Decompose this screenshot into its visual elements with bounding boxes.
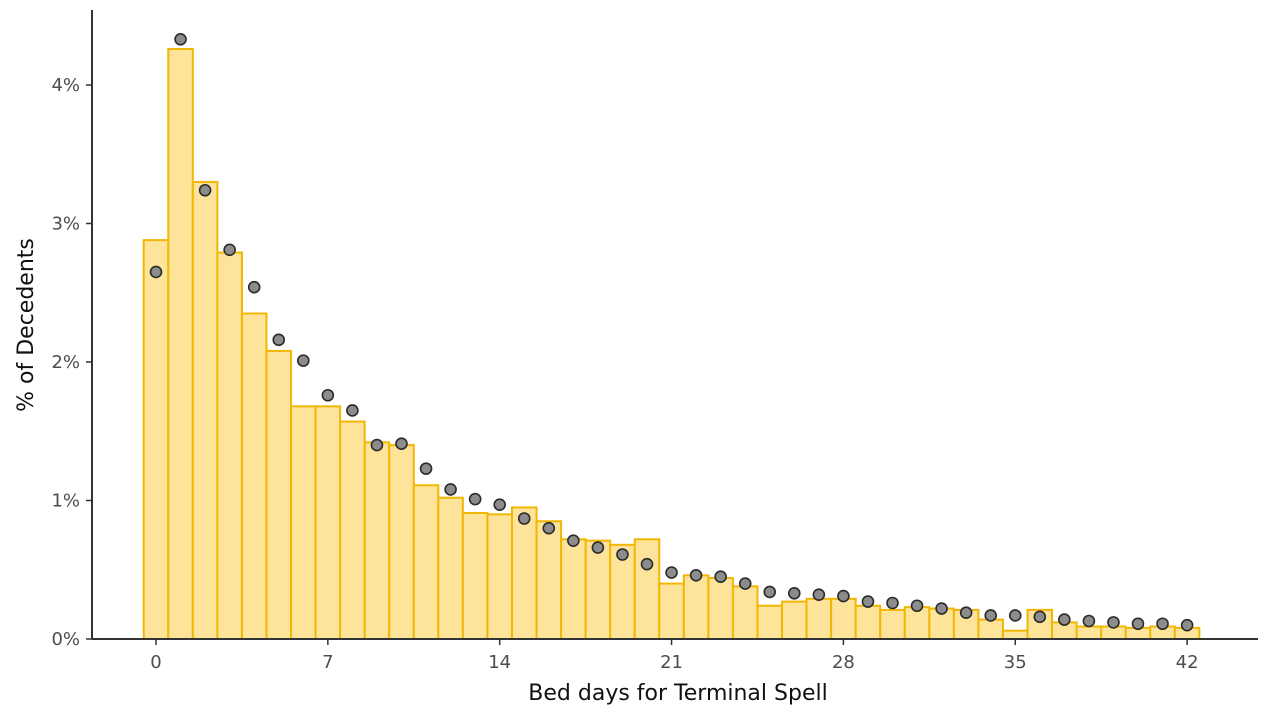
data-point xyxy=(395,437,408,451)
data-point xyxy=(910,599,924,613)
data-point xyxy=(419,462,433,475)
data-point xyxy=(1082,614,1096,628)
data-point xyxy=(665,566,678,579)
histogram-bar xyxy=(682,574,710,640)
data-point xyxy=(370,438,384,452)
points-layer xyxy=(149,32,1194,632)
histogram-bar xyxy=(1001,629,1029,641)
histogram-bar xyxy=(388,444,415,640)
histogram-bar xyxy=(339,420,366,640)
data-point xyxy=(837,589,850,603)
bars-layer xyxy=(142,47,1201,641)
data-point xyxy=(1180,618,1194,632)
histogram-bar xyxy=(658,582,685,640)
histogram-bar xyxy=(977,618,1004,640)
y-tick-label: 1% xyxy=(51,491,80,512)
histogram-bar xyxy=(584,539,612,640)
histogram-bar xyxy=(510,506,538,640)
data-point xyxy=(567,534,580,547)
x-axis-title: Bed days for Terminal Spell xyxy=(528,681,827,706)
histogram-bar xyxy=(1075,625,1103,641)
histogram-bar xyxy=(731,585,759,640)
data-point xyxy=(861,595,875,608)
data-point xyxy=(738,577,752,590)
x-tick-label: 35 xyxy=(1004,652,1027,673)
histogram-bar xyxy=(437,496,464,641)
data-point xyxy=(1107,616,1120,629)
histogram-bar xyxy=(142,239,170,640)
histogram-bar xyxy=(240,312,268,640)
histogram-bar xyxy=(412,484,440,641)
histogram-bar xyxy=(854,604,882,641)
y-tick-label: 4% xyxy=(51,75,80,96)
histogram-bar xyxy=(805,597,833,641)
data-point xyxy=(714,570,727,583)
data-point xyxy=(223,243,236,257)
data-point xyxy=(763,585,777,599)
x-tick-label: 21 xyxy=(660,652,683,673)
data-point xyxy=(517,512,531,525)
histogram-bar xyxy=(363,441,391,640)
data-point xyxy=(812,588,826,601)
data-point xyxy=(272,333,286,347)
data-point xyxy=(198,183,212,197)
ticks-layer: 0 7 14 21 28 35 42 0% 1% 2% 3% 4% xyxy=(51,75,1198,673)
data-point xyxy=(689,568,703,582)
data-point xyxy=(1131,617,1145,631)
x-tick-label: 7 xyxy=(322,652,333,673)
data-point xyxy=(346,404,359,417)
data-point xyxy=(321,388,335,402)
histogram-bar xyxy=(781,600,808,640)
data-point xyxy=(247,280,261,294)
axes-layer xyxy=(91,10,1258,640)
data-point xyxy=(149,265,163,279)
histogram-bar xyxy=(461,511,489,640)
data-point xyxy=(1008,609,1022,622)
data-point xyxy=(935,602,948,615)
data-point xyxy=(174,32,187,46)
data-point xyxy=(591,541,605,554)
x-tick-label: 14 xyxy=(488,652,511,673)
histogram-bar xyxy=(756,604,784,641)
histogram-bar xyxy=(486,513,513,640)
histogram-bar xyxy=(633,538,661,641)
data-point xyxy=(640,557,654,571)
y-tick-label: 3% xyxy=(51,214,80,235)
data-point xyxy=(444,483,457,496)
histogram-bar xyxy=(265,349,293,640)
y-tick-label: 2% xyxy=(51,352,80,373)
histogram-bar xyxy=(290,405,317,640)
histogram-bar xyxy=(216,251,243,641)
data-point xyxy=(542,521,556,535)
data-point xyxy=(616,548,629,561)
data-point xyxy=(493,498,507,511)
y-axis-title: % of Decedents xyxy=(14,238,39,412)
data-point xyxy=(1058,613,1071,626)
histogram-bar xyxy=(167,47,194,641)
data-point xyxy=(1156,617,1169,631)
data-point xyxy=(468,492,482,506)
data-point xyxy=(984,609,998,622)
y-tick-label: 0% xyxy=(51,629,80,650)
histogram-bar xyxy=(314,405,342,640)
data-point xyxy=(787,586,801,600)
histogram-bar xyxy=(560,538,587,641)
histogram-bar xyxy=(707,577,734,640)
x-tick-label: 0 xyxy=(150,652,161,673)
histogram-bar xyxy=(191,180,219,640)
histogram-bar xyxy=(535,520,563,641)
data-point xyxy=(886,596,899,610)
data-point xyxy=(1033,610,1047,624)
data-point xyxy=(959,606,973,619)
x-tick-label: 28 xyxy=(832,652,855,673)
data-point xyxy=(296,354,310,367)
histogram-bar xyxy=(879,608,906,640)
x-tick-label: 42 xyxy=(1176,652,1199,673)
histogram-bar xyxy=(830,597,857,641)
